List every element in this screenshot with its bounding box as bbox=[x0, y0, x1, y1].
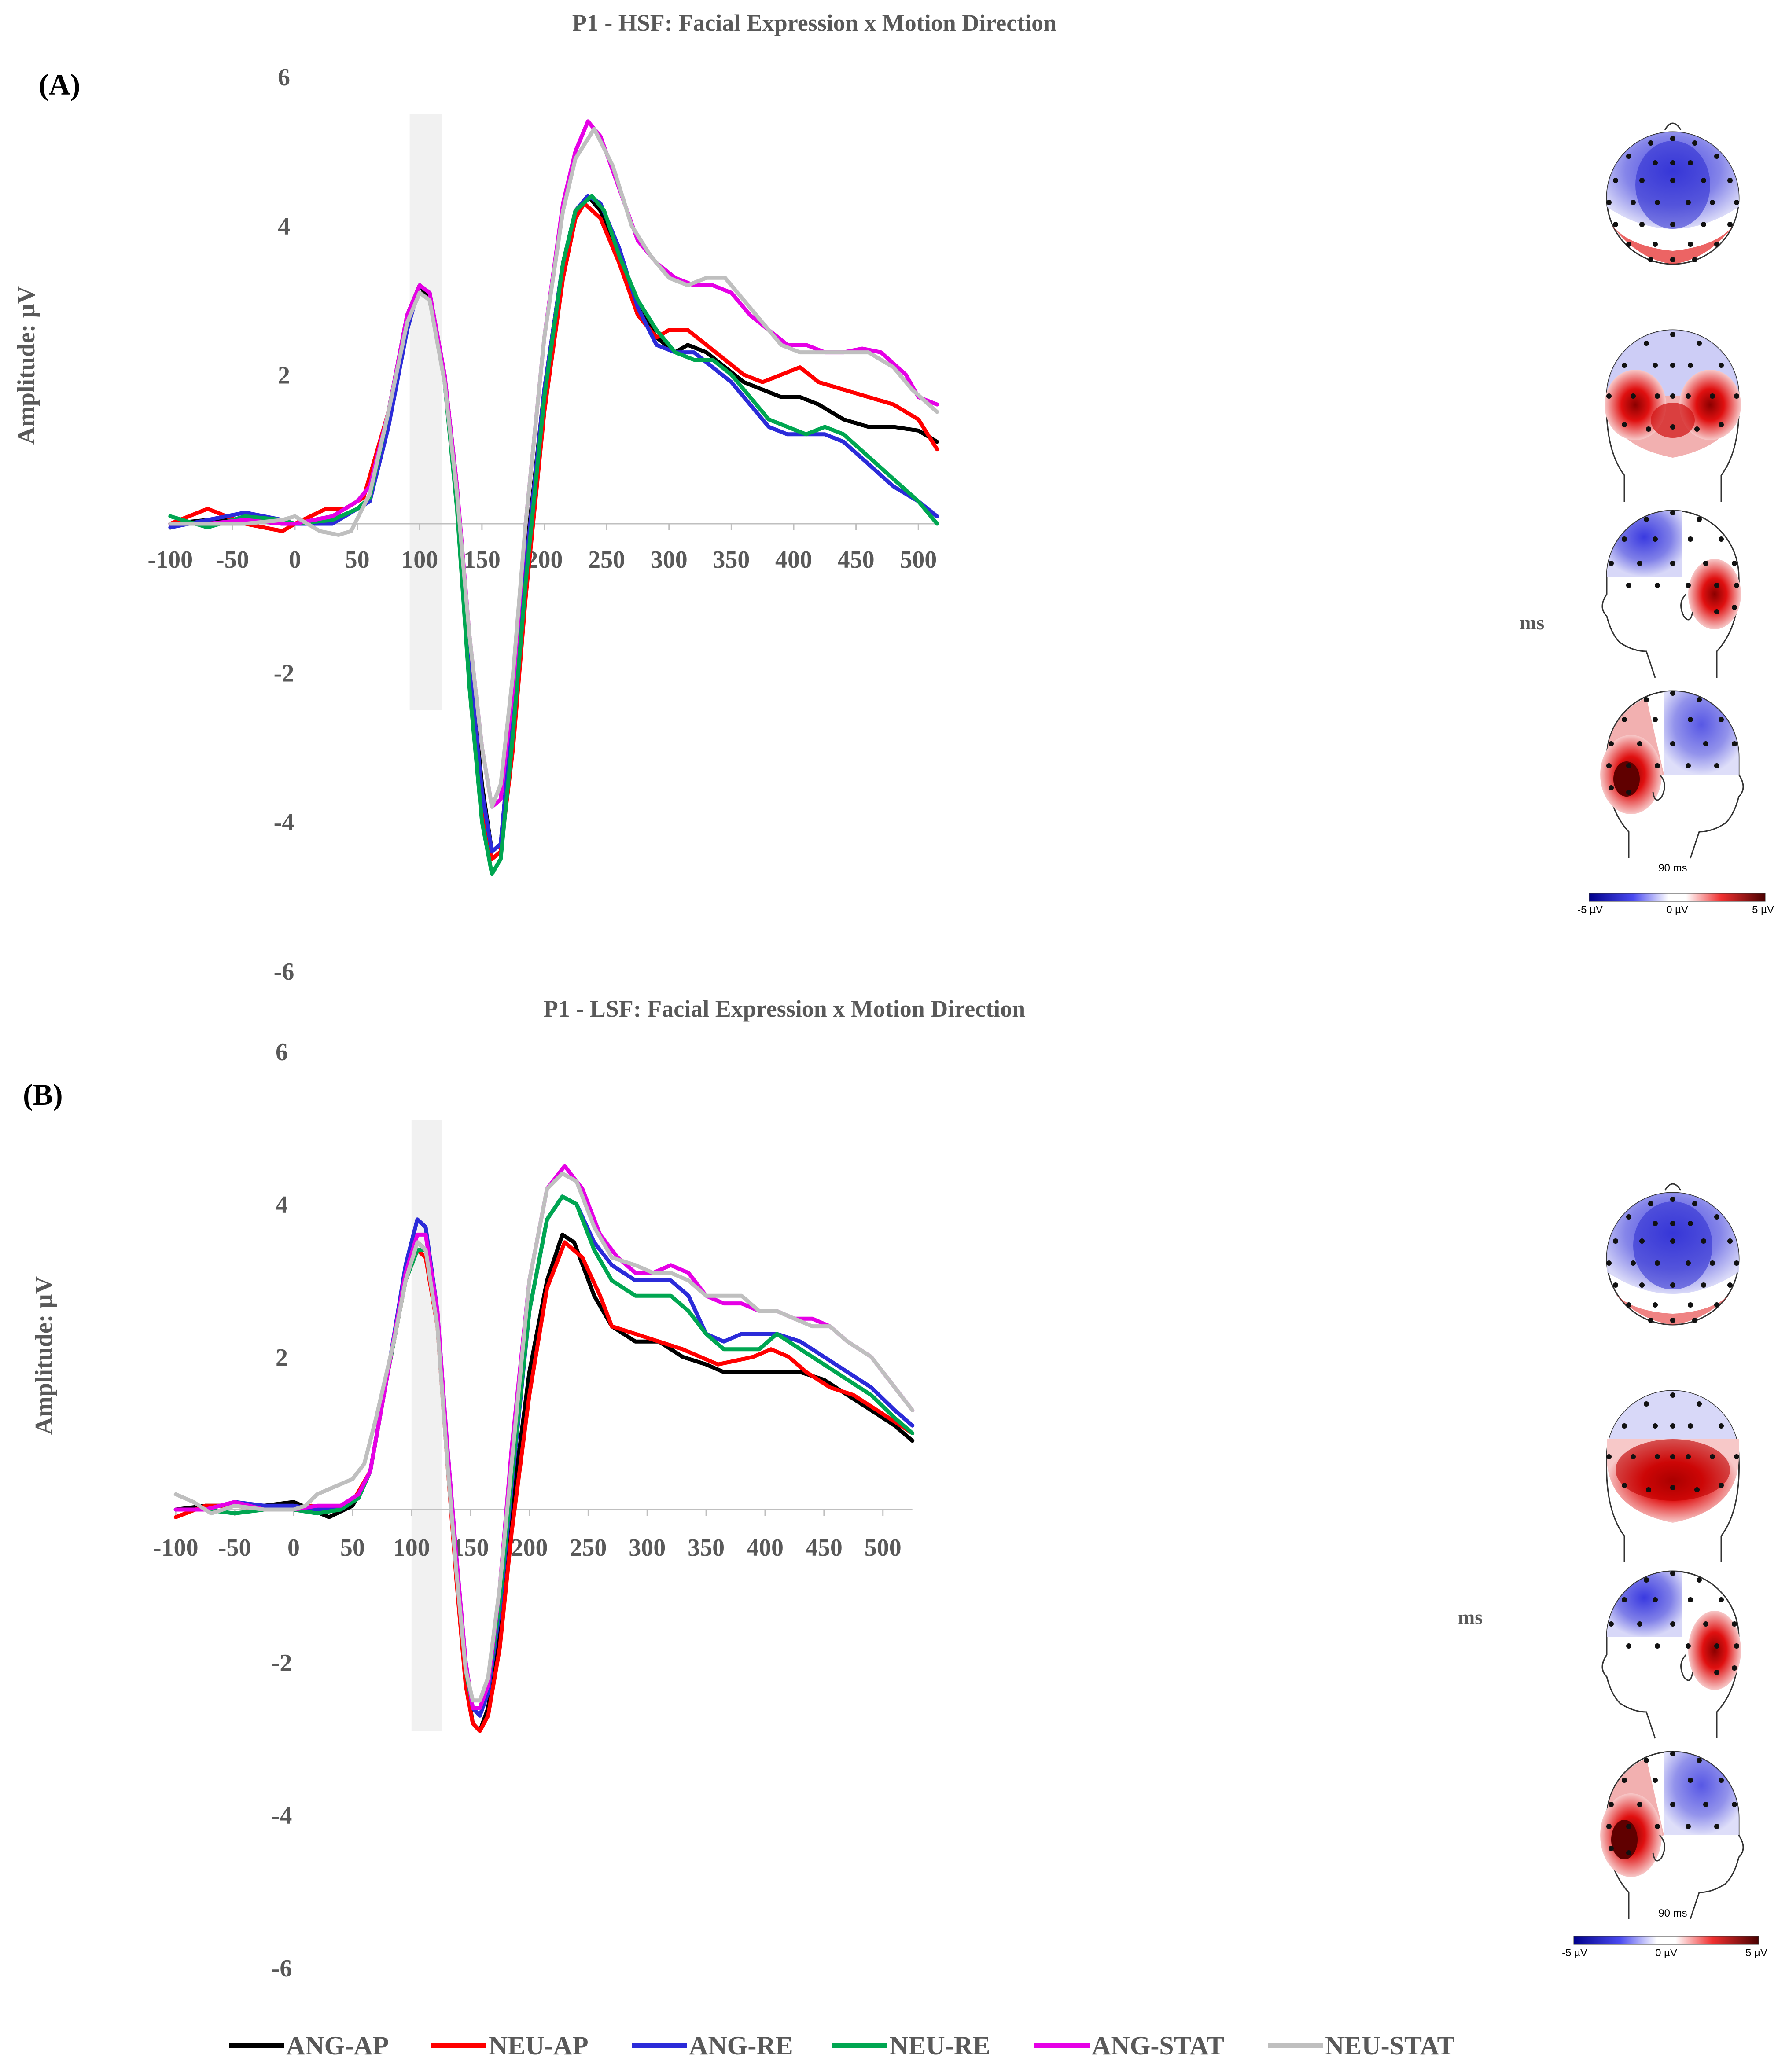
legend-label: NEU-RE bbox=[889, 2031, 990, 2060]
chart-b-y-tick-label: 6 bbox=[276, 1039, 288, 1066]
chart-a-y-tick-label: 6 bbox=[278, 64, 290, 91]
legend-label: NEU-AP bbox=[489, 2031, 589, 2060]
chart-b-y-ticks: 6 4 2 -2 -4 -6 bbox=[272, 1039, 292, 1982]
topo-a-time-label: 90 ms bbox=[1658, 862, 1687, 874]
chart-a-x-tick-label: 450 bbox=[838, 546, 875, 573]
panel-a-chart: P1 - HSF: Facial Expression x Motion Dir… bbox=[13, 10, 1544, 985]
chart-b-ylabel: Amplitude: µV bbox=[30, 1276, 58, 1435]
chart-b-x-tick-label: 0 bbox=[287, 1534, 300, 1561]
legend-item-ang-re: ANG-RE bbox=[632, 2031, 793, 2060]
chart-b-x-tick-label: 450 bbox=[806, 1534, 843, 1561]
legend-label: ANG-AP bbox=[286, 2031, 389, 2060]
topo-b-top-view bbox=[1606, 1183, 1740, 1326]
legend-item-neu-ap: NEU-AP bbox=[431, 2031, 589, 2060]
chart-a-x-tick-label: 0 bbox=[289, 546, 301, 573]
legend-item-ang-stat: ANG-STAT bbox=[1034, 2031, 1224, 2060]
chart-a-y-tick-label: 2 bbox=[278, 362, 290, 389]
topo-b-right-view bbox=[1600, 1751, 1744, 1919]
chart-a-x-tick-label: 100 bbox=[401, 546, 438, 573]
topo-a-left-view bbox=[1601, 510, 1741, 678]
chart-b-x-tick-label: 50 bbox=[340, 1534, 365, 1561]
chart-a-x-tick-label: 300 bbox=[651, 546, 688, 573]
chart-a-title: P1 - HSF: Facial Expression x Motion Dir… bbox=[572, 10, 1056, 36]
chart-a-y-tick-label: 4 bbox=[278, 213, 290, 240]
legend-item-neu-re: NEU-RE bbox=[832, 2031, 990, 2060]
chart-a-ylabel: Amplitude: µV bbox=[13, 286, 40, 445]
chart-a-xlabel: ms bbox=[1520, 611, 1544, 634]
chart-b-x-ticks: -100 -50 0 50 100 150 200 250 300 350 400 450 500 bbox=[153, 1510, 902, 1561]
chart-a-x-tick-label: 350 bbox=[713, 546, 750, 573]
chart-b-xlabel: ms bbox=[1458, 1606, 1483, 1628]
chart-b-x-tick-label: 500 bbox=[865, 1534, 902, 1561]
chart-a-y-tick-label: -6 bbox=[274, 958, 294, 985]
topo-b-back-view bbox=[1606, 1390, 1740, 1562]
series-neu-re-line bbox=[173, 1194, 915, 1710]
chart-a-window bbox=[409, 114, 442, 710]
legend-label: ANG-STAT bbox=[1092, 2031, 1224, 2060]
topo-a-right-view bbox=[1600, 690, 1744, 859]
topo-a-color-scale bbox=[1589, 893, 1766, 902]
chart-a-y-tick-label: -4 bbox=[274, 809, 294, 836]
series-ang-stat-line bbox=[173, 1164, 915, 1710]
legend-item-ang-ap: ANG-AP bbox=[229, 2031, 389, 2060]
chart-a-x-tick-label: -100 bbox=[147, 546, 193, 573]
chart-b-y-tick-label: -4 bbox=[272, 1802, 292, 1830]
chart-a-x-tick-label: 400 bbox=[775, 546, 812, 573]
chart-b-y-tick-label: -6 bbox=[272, 1955, 292, 1982]
topo-b-color-scale bbox=[1573, 1936, 1759, 1945]
topo-b-scale-min: -5 µV bbox=[1562, 1947, 1587, 1959]
chart-b-x-tick-label: 200 bbox=[511, 1534, 548, 1561]
chart-b-x-tick-label: 100 bbox=[393, 1534, 430, 1561]
topo-b-scale-mid: 0 µV bbox=[1655, 1947, 1677, 1959]
panel-b-chart: P1 - LSF: Facial Expression x Motion Dir… bbox=[23, 996, 1483, 1982]
chart-b-x-tick-label: 400 bbox=[747, 1534, 784, 1561]
topo-a-scale-mid: 0 µV bbox=[1666, 904, 1688, 916]
series-neu-stat-line bbox=[173, 1172, 915, 1703]
panel-b-label: (B) bbox=[23, 1078, 63, 1111]
topo-b-time-label: 90 ms bbox=[1658, 1907, 1687, 1919]
series-ang-re-line bbox=[173, 1194, 915, 1718]
chart-a-x-tick-label: 250 bbox=[588, 546, 625, 573]
series-neu-stat-line bbox=[168, 127, 939, 809]
legend-item-neu-stat: NEU-STAT bbox=[1268, 2031, 1455, 2060]
chart-a-y-ticks: 6 4 2 -2 -4 -6 bbox=[274, 64, 294, 985]
chart-b-x-tick-label: -100 bbox=[153, 1534, 199, 1561]
chart-a-series bbox=[168, 119, 939, 876]
topographic-maps: 90 ms -5 µV 0 µV 5 µV bbox=[1562, 122, 1774, 1959]
chart-a-x-tick-label: 500 bbox=[900, 546, 937, 573]
legend: ANG-AP NEU-AP ANG-RE NEU-RE ANG-STAT NEU-STAT bbox=[229, 2031, 1455, 2060]
series-neu-ap-line bbox=[168, 201, 939, 861]
chart-a-x-ticks: -100 -50 0 50 100 150 200 250 300 350 400 450 500 bbox=[147, 524, 937, 573]
chart-b-title: P1 - LSF: Facial Expression x Motion Dir… bbox=[544, 996, 1025, 1022]
chart-b-y-tick-label: -2 bbox=[272, 1650, 292, 1677]
panel-a-label: (A) bbox=[39, 68, 80, 101]
chart-b-y-tick-label: 2 bbox=[276, 1344, 288, 1371]
chart-a-x-tick-label: 150 bbox=[464, 546, 501, 573]
topo-a-scale-max: 5 µV bbox=[1752, 904, 1774, 916]
topo-a-scale-min: -5 µV bbox=[1577, 904, 1603, 916]
legend-label: NEU-STAT bbox=[1325, 2031, 1455, 2060]
chart-a-x-tick-label: -50 bbox=[216, 546, 249, 573]
chart-b-window bbox=[411, 1120, 442, 1731]
chart-b-y-tick-label: 4 bbox=[276, 1191, 288, 1219]
chart-b-x-tick-label: 350 bbox=[688, 1534, 725, 1561]
topo-a-top-view bbox=[1606, 122, 1740, 265]
chart-b-x-tick-label: -50 bbox=[218, 1534, 251, 1561]
series-neu-re-line bbox=[168, 194, 939, 876]
chart-b-series bbox=[173, 1164, 915, 1733]
topo-b-left-view bbox=[1601, 1570, 1741, 1739]
chart-a-y-tick-label: -2 bbox=[274, 660, 294, 687]
legend-label: ANG-RE bbox=[689, 2031, 793, 2060]
topo-a-back-view bbox=[1605, 329, 1741, 502]
topo-b-scale-max: 5 µV bbox=[1745, 1947, 1767, 1959]
chart-a-x-tick-label: 50 bbox=[345, 546, 370, 573]
chart-b-x-tick-label: 300 bbox=[629, 1534, 666, 1561]
chart-b-x-tick-label: 250 bbox=[570, 1534, 607, 1561]
